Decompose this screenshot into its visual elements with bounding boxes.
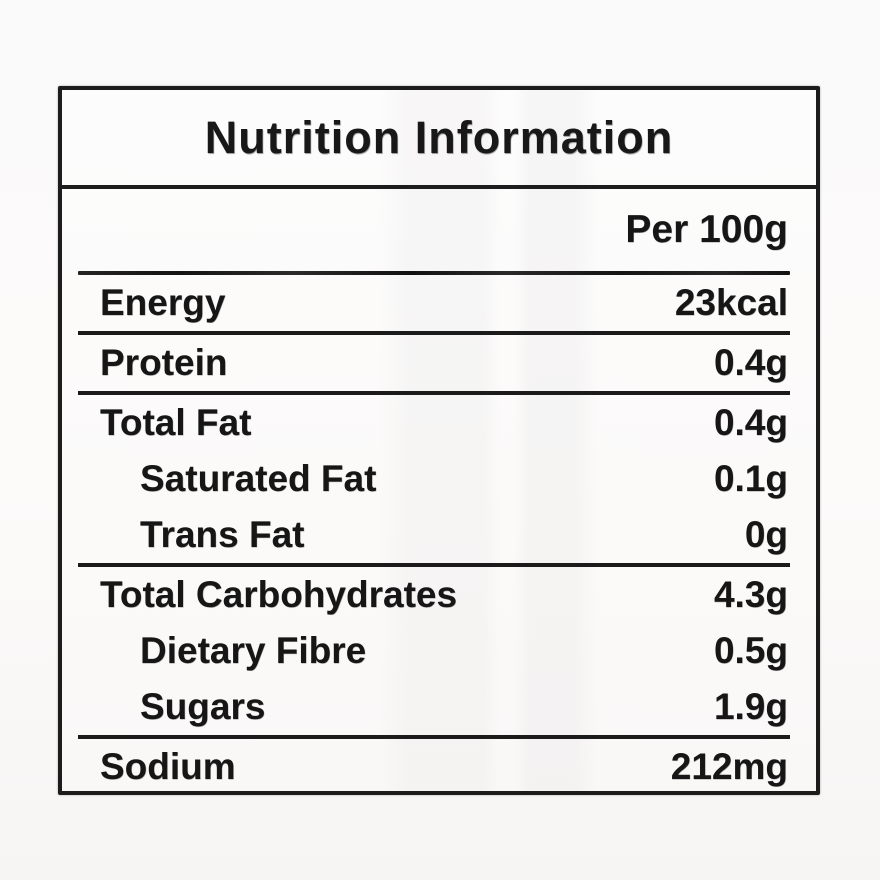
table-row: Trans Fat 0g (78, 507, 790, 567)
table-row: Saturated Fat 0.1g (78, 451, 790, 507)
label-title: Nutrition Information (204, 111, 674, 163)
nutrient-name: Total Carbohydrates (100, 574, 458, 615)
nutrient-name: Sodium (100, 746, 236, 787)
separator-line (78, 271, 790, 275)
label-header: Nutrition Information (62, 90, 816, 189)
nutrient-name: Energy (100, 282, 226, 323)
nutrient-value: 0.4g (713, 342, 788, 383)
nutrient-name: Dietary Fibre (140, 630, 367, 671)
nutrient-name: Sugars (140, 686, 266, 727)
nutrient-value: 4.3g (713, 574, 788, 615)
nutrient-value: 1.9g (713, 686, 788, 727)
table-row: Energy 23kcal (78, 275, 790, 335)
nutrient-value: 0.1g (713, 458, 788, 499)
nutrient-value: 0g (744, 514, 788, 555)
table-row: Dietary Fibre 0.5g (78, 623, 790, 679)
nutrient-value: 212mg (670, 746, 788, 787)
column-header-per-100g: Per 100g (625, 208, 788, 251)
nutrient-name: Protein (100, 342, 228, 383)
nutrient-value: 0.5g (713, 630, 788, 671)
nutrient-value: 23kcal (674, 282, 788, 323)
nutrition-table: Energy 23kcal Protein 0.4g Total Fat 0.4g Satu… (78, 275, 790, 795)
nutrient-name: Trans Fat (140, 514, 305, 555)
table-row: Sugars 1.9g (78, 679, 790, 739)
table-row: Sodium 212mg (78, 739, 790, 795)
nutrition-label: Nutrition Information Per 100g Energy 23k… (58, 86, 820, 795)
table-row: Total Carbohydrates 4.3g (78, 567, 790, 623)
table-row: Protein 0.4g (78, 335, 790, 395)
nutrient-name: Saturated Fat (140, 458, 377, 499)
table-row: Total Fat 0.4g (78, 395, 790, 451)
nutrient-name: Total Fat (100, 402, 252, 443)
column-header-row: Per 100g (62, 189, 816, 271)
nutrient-value: 0.4g (713, 402, 788, 443)
